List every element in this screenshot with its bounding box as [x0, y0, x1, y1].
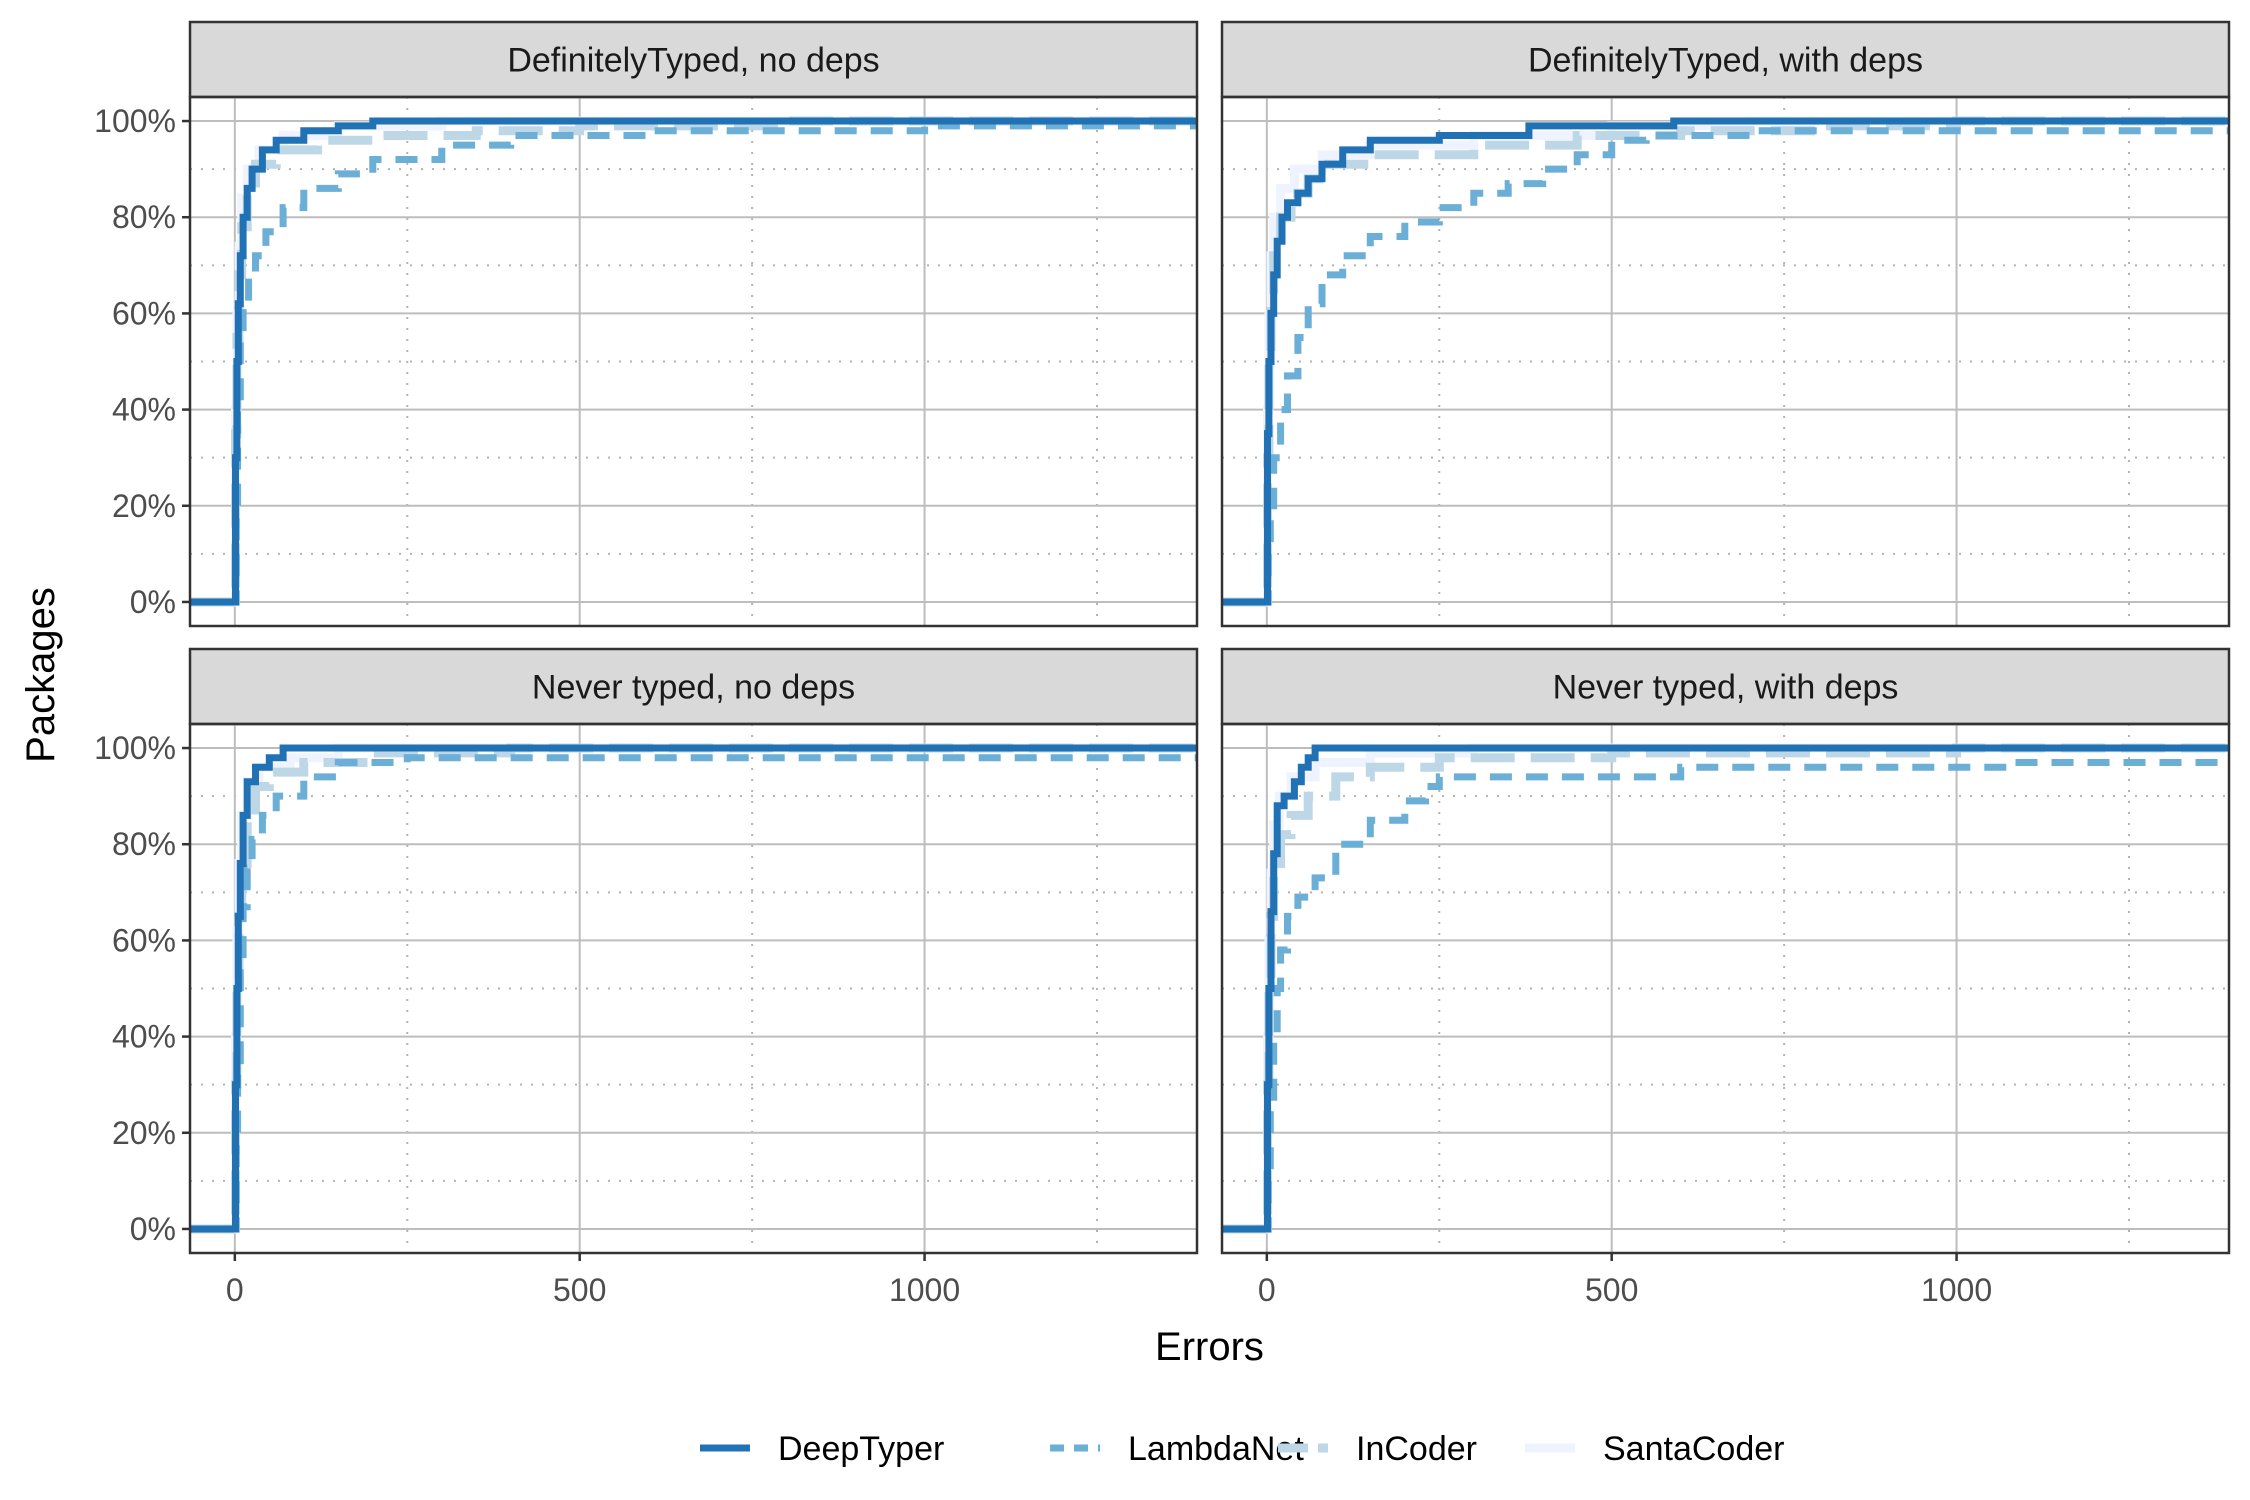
y-tick-label: 60% [112, 295, 176, 331]
series-line-deeptyper [190, 744, 1197, 1233]
y-tick-label: 40% [112, 1019, 176, 1055]
series-line-lambdanet [190, 122, 1197, 606]
series-line-santacoder [190, 743, 1197, 1234]
panel-border [1220, 722, 2231, 1255]
series-line-lambdanet [190, 754, 1197, 1233]
facet-strip [188, 20, 1199, 99]
y-tick-label: 100% [94, 103, 176, 139]
series-line-santacoder [1222, 116, 2229, 607]
y-tick-label: 20% [112, 488, 176, 524]
facet-panel: Never typed, no deps 0% 20% 40% 60% 80% 100% 0 5… [94, 647, 1199, 1308]
series-line-incoder [190, 743, 1197, 1234]
legend-label: DeepTyper [778, 1430, 944, 1468]
y-tick-label: 60% [112, 922, 176, 958]
series-line-lambdanet [1222, 127, 2229, 606]
legend-label: InCoder [1356, 1430, 1477, 1468]
x-tick-label: 1000 [1921, 1272, 1992, 1308]
facet-strip [1220, 647, 2231, 726]
legend-label: SantaCoder [1603, 1430, 1784, 1468]
x-tick-label: 0 [1258, 1272, 1276, 1308]
y-tick-label: 0% [130, 584, 176, 620]
facet-panel: Never typed, with deps 0 500 1000 [1220, 647, 2231, 1308]
x-tick-label: 500 [1585, 1272, 1638, 1308]
facet-panel: DefinitelyTyped, no deps 0% 20% 40% 60% 80% 10… [94, 20, 1199, 628]
facet-strip [1220, 20, 2231, 99]
panel-border [188, 722, 1199, 1255]
series-line-santacoder [190, 116, 1197, 607]
y-tick-label: 80% [112, 826, 176, 862]
series-line-lambdanet [1222, 759, 2229, 1233]
facet-panel: DefinitelyTyped, with deps [1220, 20, 2231, 628]
x-axis-title: Errors [1155, 1325, 1264, 1369]
legend: DeepTyper LambdaNet InCoder SantaCoder [700, 1430, 1784, 1468]
y-axis-title: Packages [19, 587, 63, 763]
y-tick-label: 40% [112, 392, 176, 428]
series-line-incoder [1222, 116, 2229, 607]
facet-strip [188, 647, 1199, 726]
series-line-incoder [190, 116, 1197, 607]
facet-title: Never typed, no deps [532, 669, 855, 707]
panel-border [1220, 95, 2231, 628]
y-tick-label: 100% [94, 730, 176, 766]
y-tick-label: 20% [112, 1115, 176, 1151]
x-tick-label: 0 [226, 1272, 244, 1308]
facet-title: Never typed, with deps [1553, 669, 1899, 707]
panel-border [188, 95, 1199, 628]
x-tick-label: 500 [553, 1272, 606, 1308]
series-line-deeptyper [1222, 744, 2229, 1233]
y-tick-label: 0% [130, 1211, 176, 1247]
facet-title: DefinitelyTyped, no deps [507, 42, 879, 80]
y-tick-label: 80% [112, 199, 176, 235]
series-line-deeptyper [190, 117, 1197, 606]
x-tick-label: 1000 [889, 1272, 960, 1308]
series-line-deeptyper [1222, 117, 2229, 606]
facet-title: DefinitelyTyped, with deps [1528, 42, 1923, 80]
legend-label: LambdaNet [1128, 1430, 1304, 1468]
